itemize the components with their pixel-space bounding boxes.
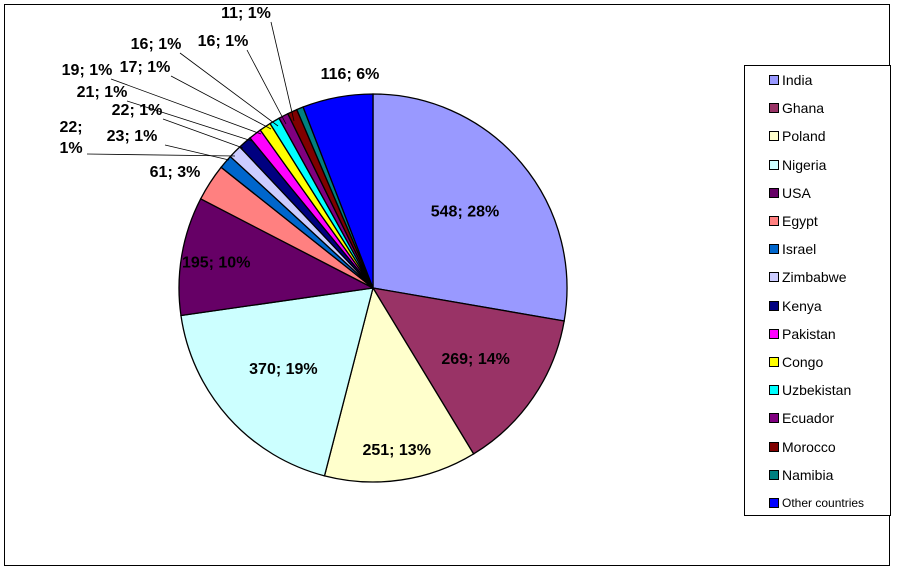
legend-label: Congo xyxy=(782,354,824,370)
legend-item-egypt: Egypt xyxy=(769,212,818,230)
data-label-other-countries: 116; 6% xyxy=(321,66,380,83)
legend-label: Pakistan xyxy=(782,325,836,342)
legend-swatch xyxy=(769,498,779,508)
legend-label: Egypt xyxy=(782,213,818,229)
legend-item-india: India xyxy=(769,71,812,89)
legend-swatch xyxy=(769,131,779,142)
leader-line-ecuador xyxy=(246,49,287,125)
legend-swatch xyxy=(769,300,779,311)
legend-item-namibia: Namibia xyxy=(769,466,833,484)
legend-item-other-countries: Other countries xyxy=(769,494,864,512)
legend-label: Other countries xyxy=(782,496,865,510)
data-label-ghana: 269; 14% xyxy=(441,351,510,368)
legend-swatch xyxy=(769,385,779,396)
legend-label: India xyxy=(782,72,813,88)
legend-swatch xyxy=(769,159,779,170)
legend-swatch xyxy=(769,413,779,424)
chart-frame: 548; 28% 269; 14% 251; 13% 370; 19% 195; 10%… xyxy=(4,4,891,566)
legend-item-congo: Congo xyxy=(769,353,823,371)
legend-swatch xyxy=(769,75,779,85)
legend-swatch xyxy=(769,328,779,339)
data-label-morocco: 16; 1% xyxy=(131,36,182,53)
leader-line-morocco xyxy=(179,52,279,127)
data-label-ecuador: 16; 1% xyxy=(198,33,249,50)
legend-swatch xyxy=(769,441,779,452)
legend-label: USA xyxy=(782,184,811,201)
legend-label: Israel xyxy=(782,241,817,258)
leader-line-namibia xyxy=(270,21,295,122)
legend-item-zimbabwe: Zimbabwe xyxy=(769,268,847,286)
legend-item-nigeria: Nigeria xyxy=(769,156,826,174)
legend-label: Poland xyxy=(782,128,826,145)
pie-chart: 548; 28% 269; 14% 251; 13% 370; 19% 195; 10%… xyxy=(59,5,568,483)
legend-swatch xyxy=(769,272,779,283)
legend: India Ghana Poland Nigeria USA Egypt Israel Zim… xyxy=(744,65,891,516)
legend-label: Nigeria xyxy=(782,156,827,173)
data-label-usa: 195; 10% xyxy=(182,255,251,272)
pie-slice-usa xyxy=(178,197,376,317)
pie-slice-nigeria xyxy=(180,287,374,477)
leader-line-israel xyxy=(164,144,230,161)
legend-item-uzbekistan: Uzbekistan xyxy=(769,381,851,399)
data-label-zimbabwe: 22; 1% xyxy=(59,119,82,157)
data-label-pakistan: 21; 1% xyxy=(77,84,128,101)
pie-slice-other-countries xyxy=(302,93,374,289)
data-label-poland: 251; 13% xyxy=(362,442,431,459)
legend-item-kenya: Kenya xyxy=(769,297,822,315)
legend-item-usa: USA xyxy=(769,184,811,202)
legend-swatch xyxy=(769,103,779,114)
legend-label: Zimbabwe xyxy=(782,269,847,286)
legend-label: Namibia xyxy=(782,466,834,483)
leader-line-congo xyxy=(110,78,262,135)
legend-label: Ecuador xyxy=(782,410,835,427)
legend-swatch xyxy=(769,216,779,226)
leader-line-pakistan xyxy=(126,100,253,142)
legend-item-poland: Poland xyxy=(769,127,826,145)
leader-line-zimbabwe xyxy=(86,153,236,157)
data-label-nigeria: 370; 19% xyxy=(249,361,318,378)
data-label-namibia: 11; 1% xyxy=(221,5,271,22)
legend-label: Kenya xyxy=(782,297,822,314)
legend-item-ecuador: Ecuador xyxy=(769,409,834,427)
legend-item-israel: Israel xyxy=(769,240,816,258)
legend-swatch xyxy=(769,357,779,367)
legend-swatch xyxy=(769,187,779,198)
legend-item-pakistan: Pakistan xyxy=(769,325,836,343)
data-label-kenya: 22; 1% xyxy=(112,102,163,119)
leader-line-uzbekistan xyxy=(170,75,272,130)
legend-item-ghana: Ghana xyxy=(769,99,824,117)
legend-swatch xyxy=(769,469,779,480)
data-label-israel: 23; 1% xyxy=(107,128,158,145)
data-label-india: 548; 28% xyxy=(431,204,500,221)
data-label-congo: 19; 1% xyxy=(62,62,113,79)
pie-slice-poland xyxy=(323,286,475,483)
legend-label: Uzbekistan xyxy=(782,382,852,399)
data-label-uzbekistan: 17; 1% xyxy=(120,59,171,76)
data-label-egypt: 61; 3% xyxy=(150,164,201,181)
legend-label: Morocco xyxy=(782,438,836,455)
leader-line-kenya xyxy=(162,118,244,149)
legend-item-morocco: Morocco xyxy=(769,438,836,456)
pie-slice-ghana xyxy=(371,287,565,455)
legend-label: Ghana xyxy=(782,100,825,117)
pie-slice-india xyxy=(372,93,568,322)
legend-swatch xyxy=(769,244,779,255)
